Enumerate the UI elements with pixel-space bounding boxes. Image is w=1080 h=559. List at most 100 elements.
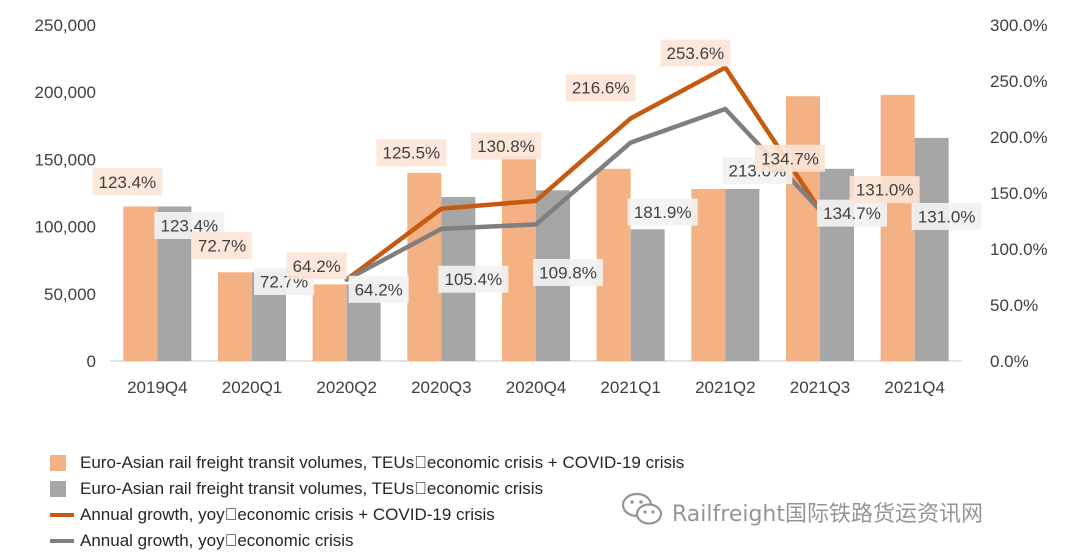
data-label-bg — [755, 144, 825, 172]
data-label-bg — [565, 74, 636, 102]
axes-layer: 0 50,000 100,000 150,000 200,000 250,000 0.0% 5… — [35, 16, 1048, 397]
data-label: 123.4% — [154, 211, 225, 239]
legend-swatch-gray-line — [50, 539, 74, 543]
legend-item-covid-growth[interactable]: Annual growth, yoy economic crisis + COV… — [50, 502, 684, 528]
data-label: 253.6% — [660, 39, 731, 67]
data-label: 130.8% — [471, 132, 541, 160]
legend-swatch-orange-bar — [50, 455, 66, 471]
y-right-tick-label: 200.0% — [990, 128, 1048, 147]
data-label: 64.2% — [348, 275, 409, 303]
legend: Euro-Asian rail freight transit volumes,… — [50, 450, 684, 554]
data-label: 131.0% — [911, 203, 982, 231]
x-tick-label: 2020Q2 — [316, 378, 377, 397]
legend-item-econ-growth[interactable]: Annual growth, yoy economic crisis — [50, 528, 684, 554]
x-tick-label: 2021Q4 — [884, 378, 945, 397]
y-left-tick-label: 50,000 — [44, 285, 96, 304]
data-label-text: 105.4% — [444, 270, 502, 289]
x-tick-label: 2019Q4 — [127, 378, 188, 397]
watermark: Railfreight国际铁路货运资讯网 — [620, 490, 983, 534]
bar-covid — [407, 172, 442, 361]
bar-covid — [218, 272, 252, 361]
data-label-text: 123.4% — [98, 173, 156, 192]
x-tick-label: 2020Q3 — [411, 378, 472, 397]
data-label: 64.2% — [286, 252, 347, 280]
data-label-bg — [348, 275, 409, 303]
legend-swatch-orange-line — [50, 513, 74, 517]
bar-covid — [786, 96, 820, 362]
data-label-text: 131.0% — [856, 181, 914, 200]
y-right-tick-label: 50.0% — [990, 296, 1038, 315]
data-label-bg — [627, 198, 698, 226]
data-label-bg — [92, 168, 163, 196]
data-label-text: 64.2% — [293, 257, 341, 276]
data-label-text: 134.7% — [761, 149, 819, 168]
bars-layer — [123, 94, 949, 362]
x-tick-label: 2021Q2 — [695, 378, 756, 397]
y-right-tick-label: 250.0% — [990, 72, 1048, 91]
bar-covid — [312, 284, 347, 361]
watermark-text: Railfreight国际铁路货运资讯网 — [672, 502, 983, 527]
x-tick-label: 2020Q1 — [222, 378, 283, 397]
x-tick-label: 2020Q4 — [506, 378, 567, 397]
data-label-bg — [471, 132, 541, 160]
data-label-text: 64.2% — [355, 280, 403, 299]
bar-econ — [630, 229, 665, 361]
data-label: 109.8% — [533, 259, 603, 287]
y-left-tick-label: 0 — [87, 352, 96, 371]
data-label-text: 72.7% — [198, 237, 246, 256]
y-right-tick-label: 300.0% — [990, 16, 1048, 35]
data-label-bg — [376, 139, 447, 167]
y-left-tick-label: 100,000 — [35, 218, 96, 237]
data-label-bg — [533, 259, 603, 287]
data-label-text: 109.8% — [539, 264, 597, 283]
data-label-text: 123.4% — [160, 216, 218, 235]
data-label-bg — [660, 39, 731, 67]
legend-item-econ-volumes[interactable]: Euro-Asian rail freight transit volumes,… — [50, 476, 684, 502]
legend-item-covid-volumes[interactable]: Euro-Asian rail freight transit volumes,… — [50, 450, 684, 476]
data-label-bg — [849, 176, 920, 204]
data-label: 181.9% — [627, 198, 698, 226]
data-label: 125.5% — [376, 139, 447, 167]
legend-label: Euro-Asian rail freight transit volumes,… — [80, 453, 685, 472]
data-label-bg — [438, 265, 509, 293]
data-label-text: 216.6% — [572, 79, 630, 98]
bar-covid — [502, 156, 536, 361]
data-label-text: 131.0% — [918, 208, 976, 227]
data-label-text: 125.5% — [382, 144, 440, 163]
line-covid-growth — [344, 65, 823, 282]
legend-label: Annual growth, yoy economic crisis + COV… — [80, 505, 495, 524]
data-label-text: 130.8% — [477, 137, 535, 156]
data-label-text: 134.7% — [823, 204, 881, 223]
data-label: 123.4% — [92, 168, 163, 196]
data-label-bg — [286, 252, 347, 280]
y-right-tick-label: 0.0% — [990, 352, 1029, 371]
legend-label: Euro-Asian rail freight transit volumes,… — [80, 479, 544, 498]
y-left-tick-label: 250,000 — [35, 16, 96, 35]
data-label: 131.0% — [849, 176, 920, 204]
bar-econ — [820, 168, 854, 361]
data-label-bg — [192, 232, 252, 260]
bar-econ — [725, 188, 760, 361]
y-left-tick-label: 200,000 — [35, 83, 96, 102]
y-left-tick-label: 150,000 — [35, 150, 96, 169]
wechat-icon — [620, 490, 664, 534]
data-label-text: 181.9% — [634, 203, 692, 222]
data-label: 72.7% — [192, 232, 252, 260]
data-label: 134.7% — [817, 199, 887, 227]
line-econ-growth — [344, 106, 823, 282]
data-label: 134.7% — [755, 144, 825, 172]
data-label: 105.4% — [438, 265, 509, 293]
legend-swatch-gray-bar — [50, 481, 66, 497]
bar-covid — [123, 206, 158, 361]
legend-label: Annual growth, yoy economic crisis — [80, 531, 354, 550]
data-label: 216.6% — [565, 74, 636, 102]
bar-covid — [880, 94, 915, 361]
data-label-text: 253.6% — [666, 44, 724, 63]
y-right-tick-label: 150.0% — [990, 184, 1048, 203]
data-labels-layer: 123.4%123.4%72.7%72.7%64.2%64.2%125.5%10… — [92, 39, 982, 303]
x-tick-label: 2021Q1 — [600, 378, 661, 397]
data-label-bg — [911, 203, 982, 231]
bar-econ — [914, 137, 949, 361]
x-tick-label: 2021Q3 — [790, 378, 851, 397]
